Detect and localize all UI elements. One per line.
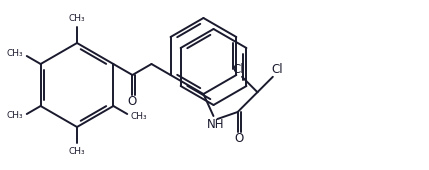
- Text: NH: NH: [207, 117, 224, 131]
- Text: CH₃: CH₃: [69, 147, 85, 156]
- Text: CH₃: CH₃: [69, 14, 85, 23]
- Text: Cl: Cl: [232, 63, 244, 76]
- Text: CH₃: CH₃: [7, 112, 23, 121]
- Text: O: O: [234, 132, 243, 145]
- Text: O: O: [128, 95, 137, 108]
- Text: CH₃: CH₃: [7, 49, 23, 58]
- Text: Cl: Cl: [271, 63, 283, 76]
- Text: CH₃: CH₃: [131, 112, 147, 121]
